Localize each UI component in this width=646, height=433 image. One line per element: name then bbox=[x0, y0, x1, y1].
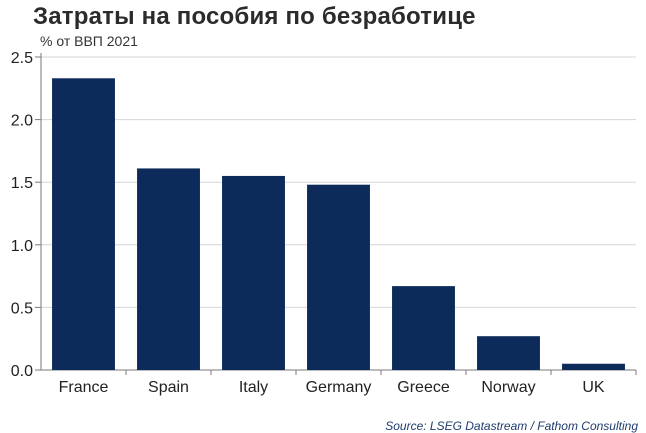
y-tick-label: 2.0 bbox=[11, 113, 33, 130]
x-tick-label: Greece bbox=[397, 379, 450, 396]
bar-greece bbox=[392, 286, 455, 370]
chart-subtitle: % от ВВП 2021 bbox=[40, 33, 138, 49]
x-tick-label: Norway bbox=[481, 379, 535, 396]
y-tick-label: 0.5 bbox=[11, 300, 33, 317]
bar-spain bbox=[137, 168, 200, 370]
y-tick-label: 1.5 bbox=[11, 175, 33, 192]
x-tick-label: Italy bbox=[239, 379, 268, 396]
x-tick-label: UK bbox=[582, 379, 605, 396]
bar-france bbox=[52, 78, 115, 370]
y-tick-label: 0.0 bbox=[11, 363, 33, 380]
bars bbox=[52, 78, 625, 370]
y-tick-label: 2.5 bbox=[11, 50, 33, 67]
chart-title: Затраты на пособия по безработице bbox=[33, 3, 476, 30]
source-note: Source: LSEG Datastream / Fathom Consult… bbox=[385, 419, 638, 433]
x-tick-label: Germany bbox=[306, 379, 372, 396]
bar-uk bbox=[562, 363, 625, 370]
bar-germany bbox=[307, 184, 370, 370]
y-tick-label: 1.0 bbox=[11, 238, 33, 255]
tick-labels: 0.0 0.5 1.0 1.5 2.0 2.5 France Spain Italy German… bbox=[11, 50, 605, 396]
x-tick-label: Spain bbox=[148, 379, 189, 396]
bar-norway bbox=[477, 336, 540, 370]
x-tick-label: France bbox=[59, 379, 109, 396]
bar-italy bbox=[222, 175, 285, 370]
